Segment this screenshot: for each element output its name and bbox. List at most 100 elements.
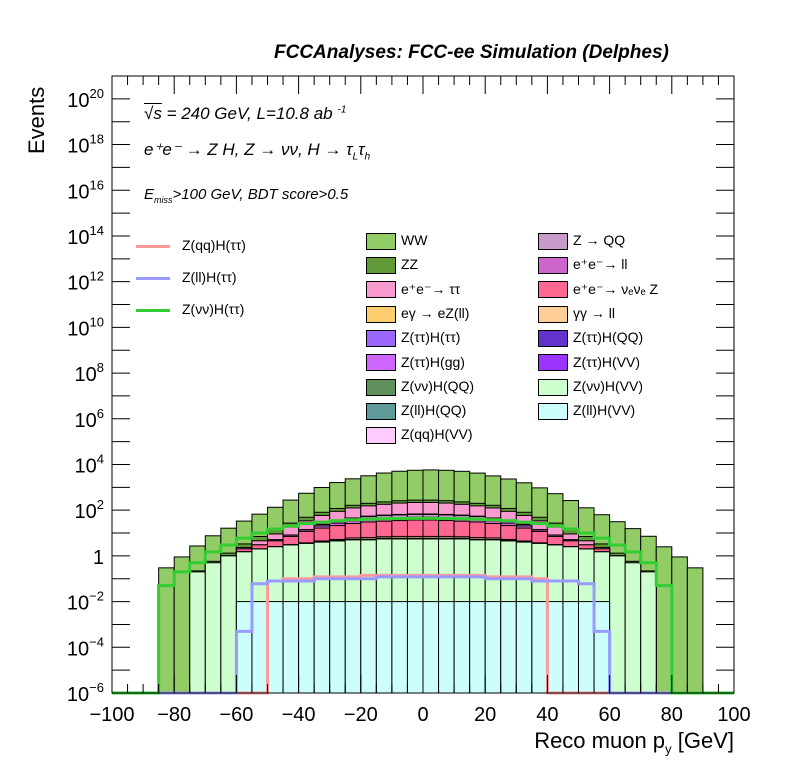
process-sub2: h [364, 151, 371, 163]
annotation-energy-lumi: √s = 240 GeV, L=10.8 ab -1 [144, 104, 346, 124]
bar-16-26 [515, 601, 533, 694]
legend-line-znunuhtautau: Z(νν)H(ττ) [136, 301, 244, 317]
legend-item-fills_col2-0: Z → QQ [538, 232, 625, 250]
bar-16-9 [251, 601, 268, 694]
annotation-process: e⁺e⁻ → Z H, Z → νν, H → τLτh [144, 140, 370, 162]
bar-16-30 [578, 601, 595, 694]
bar-16-28 [546, 601, 564, 694]
x-tick-label: −40 [282, 704, 316, 726]
legend-item-fills_col2-2: e⁺e⁻→ νₑνₑ Z [538, 281, 658, 299]
legend-swatch [366, 402, 396, 420]
legend-item-fills_col1-2: e⁺e⁻→ ττ [366, 281, 460, 299]
page-title: FCCAnalyses: FCC-ee Simulation (Delphes) [274, 42, 669, 63]
bar-16-24 [484, 601, 502, 694]
annotation-selection: Emiss>100 GeV, BDT score>0.5 [144, 186, 348, 205]
legend-label: Z(ll)H(QQ) [401, 402, 467, 419]
energy-lumi-text: = 240 GeV, L=10.8 ab [161, 104, 338, 123]
legend-item-fills_col1-5: Z(ττ)H(gg) [366, 354, 465, 372]
bar-16-20 [422, 601, 440, 694]
bar-16-11 [282, 601, 300, 694]
legend-swatch [538, 354, 568, 372]
bar-16-29 [562, 601, 580, 694]
legend-line-zqqhtautau: Z(qq)H(ττ) [136, 237, 246, 253]
legend-swatch [366, 305, 396, 323]
bar-16-22 [453, 601, 471, 694]
legend-item-fills_col1-7: Z(ll)H(QQ) [366, 402, 466, 420]
x-axis-label-unit: [GeV] [671, 728, 734, 753]
x-tick-label: −80 [157, 704, 191, 726]
x-tick-label: 100 [717, 704, 750, 726]
legend-swatch [366, 232, 396, 250]
y-tick-label: 1016 [67, 177, 104, 203]
legend-swatch [366, 378, 396, 396]
y-tick-label: 106 [75, 406, 104, 432]
legend-swatch [538, 232, 568, 250]
legend-line-zllhtautau: Z(ll)H(ττ) [136, 269, 237, 285]
legend-item-fills_col2-5: Z(ττ)H(VV) [538, 354, 640, 372]
legend-item-fills_col2-1: e⁺e⁻→ ll [538, 256, 627, 275]
legend-item-fills_col1-6: Z(νν)H(QQ) [366, 378, 474, 396]
legend-swatch [366, 329, 396, 347]
legend-item-fills_col1-0: WW [366, 232, 427, 250]
y-tick-label: 1020 [67, 86, 104, 112]
legend-line-swatch [136, 276, 170, 280]
bar-16-8 [235, 601, 253, 694]
bar-16-25 [500, 601, 517, 694]
bar-16-10 [267, 601, 284, 694]
bar-16-18 [391, 601, 408, 694]
legend-label: Z(ll)H(ττ) [182, 269, 237, 285]
legend-item-fills_col2-4: Z(ττ)H(QQ) [538, 329, 643, 347]
legend-label: WW [401, 232, 428, 248]
legend-swatch [538, 305, 568, 323]
bar-15-6 [204, 562, 222, 694]
legend-item-fills_col2-3: γγ → ll [538, 305, 615, 323]
legend-label: Z(ττ)H(QQ) [573, 329, 644, 346]
bar-16-19 [406, 601, 424, 694]
process-text: e⁺e⁻ → Z H, Z → νν, H → τ [144, 140, 353, 159]
x-tick-label: 0 [417, 704, 428, 726]
legend-label: e⁺e⁻→ ττ [401, 280, 461, 297]
legend-label: γγ → ll [573, 304, 615, 321]
x-axis-label-sub: y [665, 741, 672, 757]
legend-label: Z(ττ)H(ττ) [401, 329, 461, 346]
legend-label: eγ → eZ(ll) [401, 304, 470, 321]
legend-label: Z(qq)H(VV) [401, 426, 473, 443]
y-tick-label: 10−4 [67, 634, 104, 660]
legend-swatch [366, 281, 396, 299]
legend-swatch [538, 281, 568, 299]
x-tick-label: −100 [89, 704, 134, 726]
selection-sub: miss [154, 195, 173, 205]
x-tick-label: 40 [536, 704, 558, 726]
selection-text: >100 GeV, BDT score>0.5 [172, 186, 349, 203]
bar-0-36 [671, 556, 688, 694]
y-tick-label: 104 [75, 451, 104, 477]
bar-16-23 [469, 601, 486, 694]
legend-label: Z(ll)H(VV) [573, 402, 636, 419]
y-tick-label: 1012 [67, 269, 104, 295]
process-mid: τ [358, 140, 365, 159]
legend-label: Z → QQ [573, 232, 626, 248]
y-tick-label: 1014 [67, 223, 104, 249]
legend-item-fills_col1-8: Z(qq)H(VV) [366, 426, 473, 445]
bar-0-35 [655, 546, 673, 694]
legend-swatch [366, 257, 396, 275]
bar-15-32 [609, 555, 626, 694]
x-axis-label-text: Reco muon p [534, 728, 666, 753]
bar-16-12 [298, 601, 315, 694]
x-tick-label: 20 [474, 704, 496, 726]
bar-0-4 [173, 556, 191, 694]
y-tick-label: 1 [93, 547, 104, 569]
process-sub1: L [352, 151, 359, 163]
selection-e: E [144, 186, 155, 203]
legend-swatch [538, 257, 568, 275]
x-tick-label: 80 [661, 704, 683, 726]
legend-label: ZZ [401, 256, 419, 273]
legend-label: Z(qq)H(ττ) [182, 237, 246, 253]
legend-label: Z(νν)H(QQ) [401, 377, 475, 394]
bar-15-7 [220, 555, 237, 694]
bar-16-15 [344, 601, 362, 694]
legend-label: Z(νν)H(ττ) [182, 301, 245, 317]
legend-line-swatch [136, 244, 170, 248]
legend-item-fills_col1-4: Z(ττ)H(ττ) [366, 329, 460, 347]
